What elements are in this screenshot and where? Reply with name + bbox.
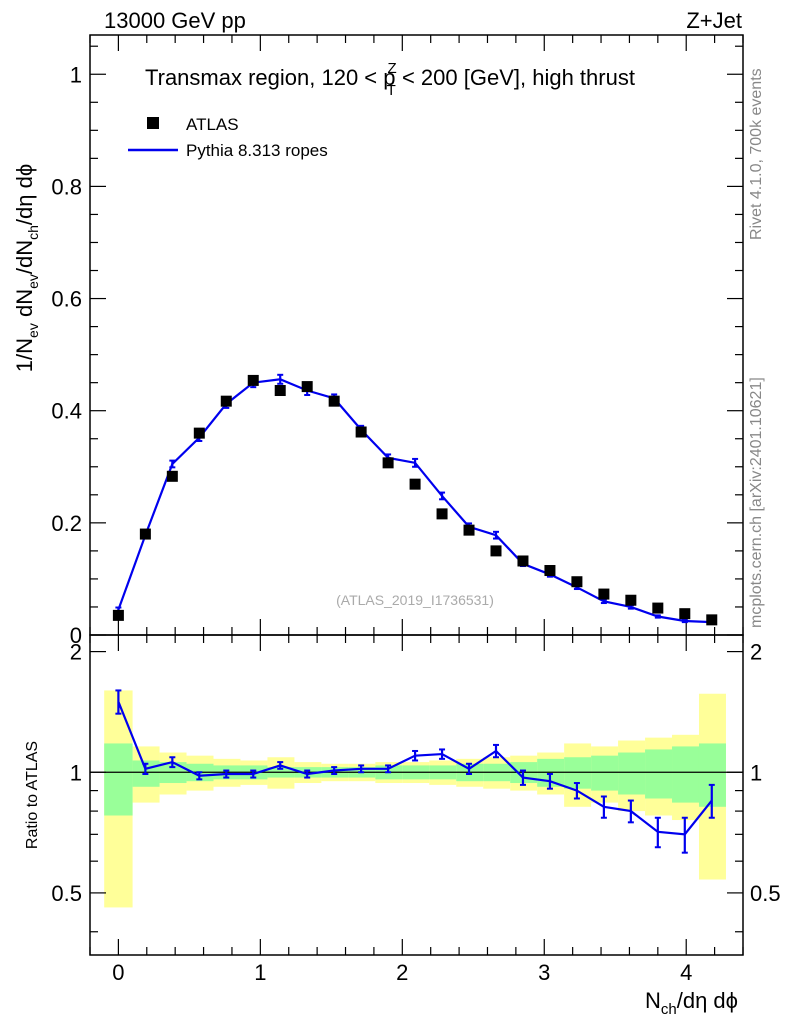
inner-band-bin [672, 746, 699, 803]
mc-line [117, 378, 712, 624]
data-point [463, 524, 475, 536]
inner-band-bin [645, 749, 673, 799]
data-point [652, 602, 664, 614]
main-y-tick-label: 0 [70, 623, 82, 648]
ratio-y-tick-label-left: 2 [70, 640, 82, 665]
data-point [355, 426, 367, 438]
ratio-y-tick-label-right: 1 [750, 760, 762, 785]
data-point [382, 457, 394, 469]
data-point [679, 608, 691, 620]
main-y-axis-label: 1/Nev dNev/dNch/dη dϕ [12, 164, 41, 372]
axis-ticks: 0 1 2 3 4 0 0.2 0.4 0.6 0.8 1 0.5 0.5 1 1 2 2 [51, 35, 781, 985]
data-point [328, 395, 340, 407]
energy-label: 13000 GeV pp [104, 8, 246, 33]
data-point [220, 395, 232, 407]
title-superscript: Z [388, 60, 397, 77]
data-point [706, 614, 718, 626]
data-point [166, 470, 178, 482]
data-series-main [112, 374, 718, 626]
mc-series-main [115, 373, 715, 625]
ratio-uncertainty-bands [104, 690, 726, 908]
main-y-tick-label: 1 [70, 62, 82, 87]
data-point [571, 576, 583, 588]
main-y-tick-label: 0.4 [51, 399, 82, 424]
mc-series-ratio [115, 689, 715, 854]
main-y-tick-label: 0.2 [51, 511, 82, 536]
x-tick-label: 2 [396, 960, 408, 985]
data-point [436, 508, 448, 520]
data-point [625, 594, 637, 606]
process-label: Z+Jet [686, 8, 742, 33]
data-point [274, 385, 286, 397]
data-point [193, 427, 205, 439]
inner-band-bin [591, 755, 619, 791]
data-point [112, 609, 124, 621]
data-point [544, 565, 556, 577]
ratio-y-tick-label-left: 0.5 [51, 881, 82, 906]
x-tick-label: 3 [538, 960, 550, 985]
mcplots-label: mcplots.cern.ch [arXiv:2401.10621] [748, 377, 765, 628]
legend-data-marker [147, 117, 159, 129]
data-point [490, 545, 502, 557]
ratio-y-axis-label: Ratio to ATLAS [24, 741, 41, 849]
main-y-tick-label: 0.8 [51, 174, 82, 199]
plot-title: Transmax region, 120 < pZ T < 200 [GeV], … [145, 60, 635, 99]
data-point [517, 555, 529, 567]
legend-mc-label: Pythia 8.313 ropes [186, 141, 328, 160]
main-y-tick-label: 0.6 [51, 287, 82, 312]
ratio-plot-frame [89, 634, 744, 956]
analysis-watermark: (ATLAS_2019_I1736531) [336, 592, 494, 608]
inner-band-bin [618, 752, 646, 795]
title-subscript: T [387, 82, 396, 99]
x-axis-label: Nch/dη dϕ [645, 988, 738, 1018]
x-tick-label: 0 [112, 960, 124, 985]
legend-data-label: ATLAS [186, 115, 239, 134]
data-point [598, 588, 610, 600]
inner-band-bin [104, 743, 133, 816]
ratio-y-tick-label-left: 1 [70, 760, 82, 785]
data-point [409, 478, 421, 490]
rivet-label: Rivet 4.1.0, 700k events [748, 68, 765, 240]
x-tick-label: 4 [680, 960, 692, 985]
data-point [139, 528, 151, 540]
data-point [301, 381, 313, 393]
x-tick-label: 1 [254, 960, 266, 985]
ratio-y-tick-label-right: 0.5 [750, 881, 781, 906]
data-point [247, 374, 259, 386]
ratio-y-tick-label-right: 2 [750, 640, 762, 665]
